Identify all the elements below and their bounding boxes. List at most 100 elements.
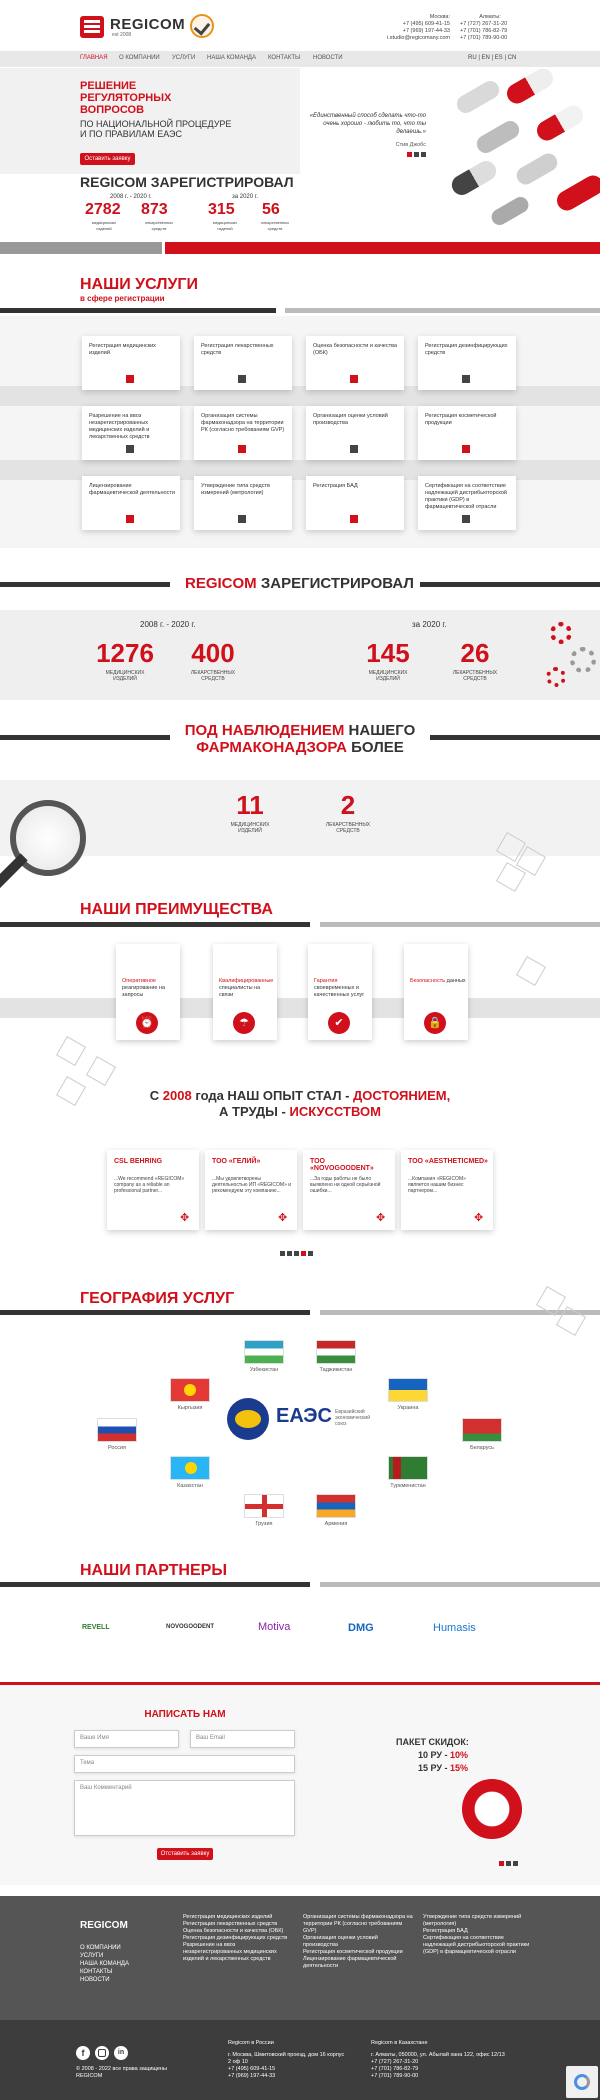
country-label: Кыргызия	[177, 1405, 203, 1411]
logo-text[interactable]: REGICOM	[110, 16, 186, 33]
footer-service-link[interactable]: Регистрация дезинфицирующих средств	[183, 1935, 288, 1941]
advantage-card[interactable]: Квалифицированные специалисты на связи ☂	[213, 944, 277, 1040]
office-phone[interactable]: +7 (495) 609-41-15	[228, 2066, 276, 2072]
linkedin-icon[interactable]: in	[114, 2046, 128, 2060]
expand-icon[interactable]: ✥	[474, 1212, 484, 1224]
language-switcher[interactable]: RU | EN | ES | CN	[468, 55, 517, 61]
partner-logo[interactable]: REVELL	[82, 1624, 110, 1631]
review-card[interactable]: CSL BEHRING ...We recommend «REGICOM» com…	[107, 1150, 199, 1230]
nav-services[interactable]: УСЛУГИ	[172, 55, 196, 61]
expand-icon[interactable]: ✥	[376, 1212, 386, 1224]
reviews-slider-dots[interactable]	[280, 1243, 315, 1261]
nav-news[interactable]: НОВОСТИ	[313, 55, 343, 61]
email-field[interactable]: Ваш Email	[190, 1730, 295, 1748]
advantage-card[interactable]: Гарантия своевременных и качественных ус…	[308, 944, 372, 1040]
footer-menu-item[interactable]: НОВОСТИ	[80, 1977, 110, 1983]
country-label: Грузия	[255, 1521, 273, 1527]
hero-request-button[interactable]: Оставить заявку	[80, 153, 135, 165]
footer-menu-item[interactable]: УСЛУГИ	[80, 1953, 104, 1959]
service-card[interactable]: Разрешение на ввоз незарегистрированных …	[82, 406, 180, 460]
service-card[interactable]: Лицензирование фармацевтической деятельн…	[82, 476, 180, 530]
footer-service-link[interactable]: Лицензирование фармацевтической деятельн…	[303, 1956, 397, 1969]
service-card[interactable]: Регистрация дезинфицирующих средств	[418, 336, 516, 390]
discount-slider-dots[interactable]	[499, 1853, 520, 1871]
belarus-flag-icon	[462, 1418, 502, 1442]
service-card[interactable]: Регистрация БАД	[306, 476, 404, 530]
discount-value: 15%	[450, 1763, 469, 1773]
almaty-phone[interactable]: +7 (701) 786-82-79	[460, 28, 508, 34]
square-icon	[350, 515, 358, 523]
comment-field[interactable]: Ваш Комментарий	[74, 1780, 295, 1836]
eaes-emblem-icon	[227, 1398, 269, 1440]
office-phone[interactable]: +7 (701) 789-90-00	[371, 2073, 419, 2079]
partner-logo[interactable]: NOVOGOODENT	[166, 1624, 215, 1630]
nav-about[interactable]: О КОМПАНИИ	[119, 55, 160, 61]
service-card-title: Регистрация лекарственных средств	[201, 343, 274, 356]
footer-service-link[interactable]: Разрешение на ввоз незарегистрированных …	[183, 1942, 277, 1962]
nav-team[interactable]: НАША КОМАНДА	[207, 55, 256, 61]
recaptcha-badge-icon[interactable]	[566, 2066, 598, 2098]
expand-icon[interactable]: ✥	[180, 1212, 190, 1224]
moscow-phone[interactable]: +7 (495) 609-41-15	[402, 21, 450, 27]
uzbekistan-flag-icon	[244, 1340, 284, 1364]
service-card-title: Разрешение на ввоз незарегистрированных …	[89, 413, 150, 440]
country-label: Таджикистан	[319, 1367, 353, 1373]
nav-contacts[interactable]: КОНТАКТЫ	[268, 55, 301, 61]
hero-stat-value: 2782	[85, 201, 121, 218]
service-card[interactable]: Утверждение типа средств измерений (метр…	[194, 476, 292, 530]
footer-service-link[interactable]: Организация системы фармаконадзора на те…	[303, 1914, 413, 1934]
service-card[interactable]: Организация системы фармаконадзора на те…	[194, 406, 292, 460]
advantage-card[interactable]: Оперативное реагирование на запросы ⏰	[116, 944, 180, 1040]
advantage-desc: своевременных и качественных услуг	[314, 985, 365, 998]
footer-menu-item[interactable]: НАША КОМАНДА	[80, 1961, 129, 1967]
hexagon-decor	[515, 955, 547, 987]
moscow-phone[interactable]: +7 (969) 197-44-33	[402, 28, 450, 34]
submit-button[interactable]: Отставить заявку	[157, 1848, 213, 1860]
footer-service-link[interactable]: Регистрация медицинских изделий	[183, 1914, 273, 1920]
footer-service-link[interactable]: Регистрация БАД	[423, 1928, 468, 1934]
footer-service-link[interactable]: Сертификация на соответствие надлежащей …	[423, 1935, 530, 1955]
partner-logo[interactable]: Motiva	[258, 1621, 291, 1633]
review-card[interactable]: ТОО «NOVOGOODENT» ...За годы работы не бы…	[303, 1150, 395, 1230]
nav-home[interactable]: ГЛАВНАЯ	[80, 55, 108, 61]
magnifier-handle	[0, 853, 28, 889]
service-card[interactable]: Сертификация на соответствие надлежащей …	[418, 476, 516, 530]
hero-slider-dots[interactable]	[407, 152, 429, 157]
subject-field[interactable]: Тема	[74, 1755, 295, 1773]
office-phone[interactable]: +7 (727) 267-31-20	[371, 2059, 419, 2065]
copyright: © 2008 - 2022 все права защищены REGICOM	[76, 2066, 167, 2079]
footer-service-link[interactable]: Организация оценки условий производства	[303, 1935, 378, 1948]
review-card[interactable]: ТОО «ГЕЛИЙ» ...Мы удовлетворены деятельно…	[205, 1150, 297, 1230]
expand-icon[interactable]: ✥	[278, 1212, 288, 1224]
partner-logo[interactable]: Humasis	[433, 1622, 476, 1634]
facebook-icon[interactable]: f	[76, 2046, 90, 2060]
almaty-phone[interactable]: +7 (727) 267-31-20	[460, 21, 508, 27]
footer-service-link[interactable]: Утверждение типа средств измерений (метр…	[423, 1914, 522, 1927]
partner-logo[interactable]: DMG	[348, 1622, 374, 1634]
registered-stat-label: МЕДИЦИНСКИХ ИЗДЕЛИЙ	[368, 670, 408, 682]
almaty-phone[interactable]: +7 (701) 789-90-00	[460, 35, 508, 41]
footer-service-link[interactable]: Регистрация косметической продукции	[303, 1949, 403, 1955]
country-label: Армения	[324, 1521, 348, 1527]
footer-menu-item[interactable]: КОНТАКТЫ	[80, 1969, 113, 1975]
watch-title-dark: БОЛЕЕ	[351, 739, 404, 756]
footer-service-link[interactable]: Оценка безопасности и качества (ОБК)	[183, 1928, 284, 1934]
office-phone[interactable]: +7 (701) 786-82-79	[371, 2066, 419, 2072]
name-field[interactable]: Ваше Имя	[74, 1730, 179, 1748]
logo-icon[interactable]	[80, 16, 104, 38]
service-card[interactable]: Организация оценки условий производства	[306, 406, 404, 460]
service-card[interactable]: Регистрация косметической продукции	[418, 406, 516, 460]
review-card[interactable]: ТОО «AESTHETICMED» ...Компания «REGICOM» …	[401, 1150, 493, 1230]
office-phone[interactable]: +7 (969) 197-44-33	[228, 2073, 276, 2079]
contact-title: НАПИСАТЬ НАМ	[144, 1709, 226, 1720]
service-card[interactable]: Регистрация лекарственных средств	[194, 336, 292, 390]
services-band	[0, 460, 600, 480]
service-card[interactable]: Регистрация медицинских изделий	[82, 336, 180, 390]
footer-service-link[interactable]: Регистрация лекарственных средств	[183, 1921, 278, 1927]
email-link[interactable]: i.studio@regicomany.com	[387, 35, 450, 41]
advantage-card[interactable]: Безопасность данных 🔒	[404, 944, 468, 1040]
instagram-icon[interactable]	[95, 2046, 109, 2060]
divider-line	[0, 1682, 600, 1685]
footer-menu-item[interactable]: О КОМПАНИИ	[80, 1945, 121, 1951]
service-card[interactable]: Оценка безопасности и качества (ОБК)	[306, 336, 404, 390]
